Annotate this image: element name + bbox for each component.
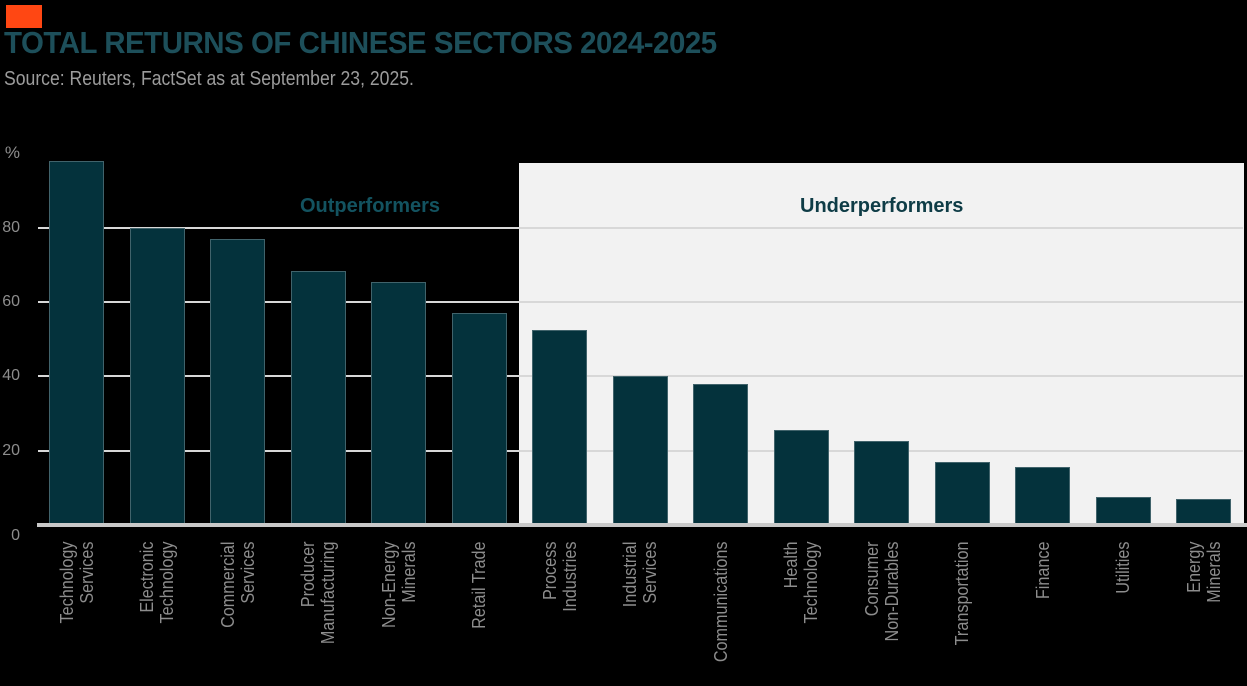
y-tick-label: 0 (11, 527, 20, 544)
x-axis-label: Non-Energy Minerals (378, 541, 419, 628)
x-axis-label: Finance (1032, 541, 1053, 599)
bar-consumer-non-durables (854, 441, 909, 524)
bar-retail-trade (451, 313, 507, 524)
x-axis-label: Process Industries (539, 541, 580, 612)
x-axis-label: Producer Manufacturing (298, 541, 338, 644)
region-label-outperformers: Outperformers (300, 195, 441, 217)
page-title: TOTAL RETURNS OF CHINESE SECTORS 2024-20… (4, 25, 717, 60)
region-label-underperformers: Underperformers (800, 195, 964, 217)
x-axis-label: Retail Trade (469, 541, 489, 629)
x-axis-label: Industrial Services (620, 541, 660, 607)
x-axis-label: Energy Minerals (1183, 541, 1224, 603)
bar-technology-services (49, 160, 104, 524)
bar-finance (1015, 467, 1070, 524)
bar-utilities (1095, 497, 1151, 524)
bar-transportation (934, 461, 990, 524)
y-tick-label: 20 (2, 441, 20, 459)
x-axis-label: Transportation (952, 541, 972, 645)
x-axis-label: Commercial Services (217, 541, 258, 628)
bar-communications (693, 383, 748, 524)
bar-industrial-services (612, 376, 668, 524)
x-axis-label: Communications (710, 541, 731, 662)
bar-energy-minerals (1176, 498, 1231, 524)
brand-mark (6, 5, 42, 28)
source-caption: Source: Reuters, FactSet as at September… (4, 68, 414, 90)
x-axis-label: Utilities (1113, 541, 1133, 594)
y-tick-label: 60 (2, 293, 20, 311)
x-axis-label: Consumer Non-Durables (861, 541, 902, 641)
gridline (38, 301, 1243, 304)
x-axis-label: Technology Services (56, 541, 97, 623)
y-axis-unit-label: % (4, 143, 20, 162)
bar-health-technology (773, 430, 829, 524)
bar-non-energy-minerals (371, 281, 426, 524)
bar-commercial-services (210, 238, 265, 524)
x-axis-label: Health Technology (781, 541, 821, 623)
y-tick-label: 80 (2, 218, 20, 236)
x-axis-baseline (37, 523, 1247, 527)
bar-producer-manufacturing (290, 270, 346, 524)
bar-process-industries (532, 329, 587, 524)
y-tick-label: 40 (2, 367, 20, 385)
x-axis-label: Electronic Technology (137, 541, 177, 623)
bar-electronic-technology (129, 227, 185, 524)
gridline (38, 226, 1243, 229)
